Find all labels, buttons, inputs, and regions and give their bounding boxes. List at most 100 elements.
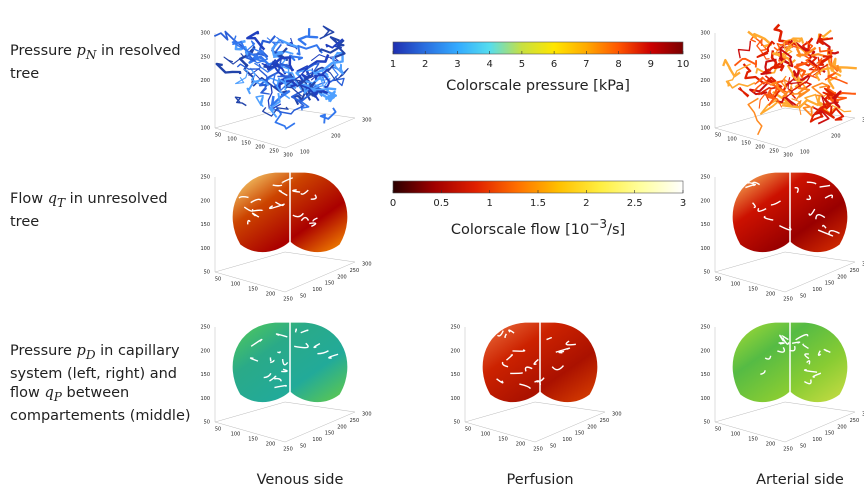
- axis-tick-label: 300: [862, 118, 864, 124]
- vessel: [831, 90, 842, 109]
- axis-tick-label: 200: [266, 442, 276, 448]
- axis-tick-label: 100: [200, 396, 210, 402]
- sulcus: [312, 217, 318, 222]
- vessel: [822, 87, 836, 100]
- vessel: [301, 62, 336, 83]
- vessel: [793, 61, 808, 79]
- axis-tick-label: 150: [700, 372, 710, 378]
- sulcus: [281, 368, 288, 373]
- sulcus: [263, 372, 272, 379]
- sulcus: [274, 384, 287, 389]
- axis-tick-label: 100: [700, 126, 710, 132]
- vessel: [727, 81, 756, 89]
- axis-tick-label: 200: [766, 442, 776, 448]
- vessel: [272, 97, 305, 115]
- axis-tick-label: 200: [516, 442, 526, 448]
- vessel: [288, 54, 304, 62]
- sulcus: [760, 370, 766, 375]
- vessel: [783, 38, 806, 54]
- column-label: Venous side: [220, 472, 380, 488]
- vessel: [758, 93, 783, 109]
- sulcus: [803, 379, 812, 385]
- sulcus: [243, 206, 254, 212]
- vessel: [303, 83, 330, 95]
- colorbar: [392, 41, 684, 55]
- math-subscript: P: [53, 389, 62, 404]
- label-text: in capillary system (left, right) and fl…: [10, 343, 180, 401]
- vessel: [267, 85, 282, 110]
- axis-tick-label: 100: [312, 287, 322, 293]
- sulcus: [300, 189, 309, 195]
- label-text: /s]: [607, 221, 626, 238]
- colorbar-tick-label: 8: [615, 59, 621, 70]
- sulcus: [781, 335, 789, 341]
- label-text: Colorscale flow [: [450, 221, 571, 238]
- sulcus: [803, 369, 818, 373]
- vessel: [756, 40, 776, 59]
- sulcus: [770, 200, 781, 206]
- math-subscript: N: [85, 47, 97, 62]
- axis-tick-label: 100: [450, 396, 460, 402]
- sulcus: [757, 207, 767, 212]
- axis-tick-label: 200: [766, 292, 776, 298]
- sulcus: [294, 328, 298, 333]
- label-text: in resolved tree: [10, 43, 181, 82]
- column-label-text: Perfusion: [506, 472, 574, 488]
- axis-tick-label: 100: [227, 137, 237, 143]
- sulcus: [815, 214, 826, 220]
- vessel: [750, 35, 768, 52]
- sulcus: [510, 372, 523, 375]
- label-text: 10: [570, 221, 590, 238]
- axis-tick-label: 250: [350, 418, 360, 424]
- sulcus: [551, 365, 565, 371]
- vessel: [759, 98, 779, 115]
- axis-box: [214, 327, 356, 443]
- vessel: [829, 105, 845, 121]
- colorbar-tick-label: 3: [680, 198, 686, 209]
- vessel: [816, 57, 823, 76]
- colorbar-tick-label: 9: [648, 59, 654, 70]
- axis-tick-label: 100: [312, 437, 322, 443]
- colorbar-tick-label: 7: [583, 59, 589, 70]
- colorbar-tick-label: 1: [390, 59, 396, 70]
- axis-tick-label: 150: [248, 437, 258, 443]
- axis-tick-label: 100: [231, 432, 241, 438]
- math-symbol: q: [44, 384, 54, 401]
- sulcus: [300, 216, 310, 222]
- axis-box: [714, 177, 856, 293]
- axis-box: [714, 327, 856, 443]
- axis-tick-label: 150: [200, 222, 210, 228]
- colorbar-tick-label: 2.5: [627, 198, 643, 209]
- axis-tick-label: 200: [587, 424, 597, 430]
- math-subscript: D: [85, 347, 96, 362]
- vessel: [781, 96, 821, 109]
- sulcus: [746, 182, 755, 186]
- vessel: [318, 46, 346, 59]
- axis-tick-label: 100: [200, 246, 210, 252]
- colorbar-tick-label: 4: [486, 59, 492, 70]
- vessel: [795, 46, 817, 58]
- axis-tick-label: 100: [700, 246, 710, 252]
- axis-tick-label: 150: [825, 431, 835, 437]
- axis-tick-label: 200: [255, 145, 265, 151]
- vessel: [811, 105, 830, 125]
- label-text: between compartements (middle): [10, 384, 191, 424]
- math-symbol: q: [47, 191, 58, 207]
- colorbar-tick-label: 5: [519, 59, 525, 70]
- math-subscript: T: [57, 195, 66, 210]
- vessel: [754, 76, 768, 85]
- sulcus: [272, 184, 283, 187]
- vessel: [231, 35, 244, 50]
- sulcus: [277, 351, 281, 354]
- vessel: [765, 88, 776, 107]
- sulcus: [795, 333, 809, 341]
- sulcus: [565, 340, 576, 346]
- sulcus: [812, 372, 822, 378]
- sulcus: [764, 355, 772, 360]
- vessel: [737, 40, 752, 59]
- axis-tick-label: 150: [700, 222, 710, 228]
- axis-tick-label: 200: [266, 292, 276, 298]
- axis-tick-label: 300: [283, 153, 293, 159]
- axis-tick-label: 250: [783, 447, 793, 453]
- axis-tick-label: 50: [704, 270, 710, 276]
